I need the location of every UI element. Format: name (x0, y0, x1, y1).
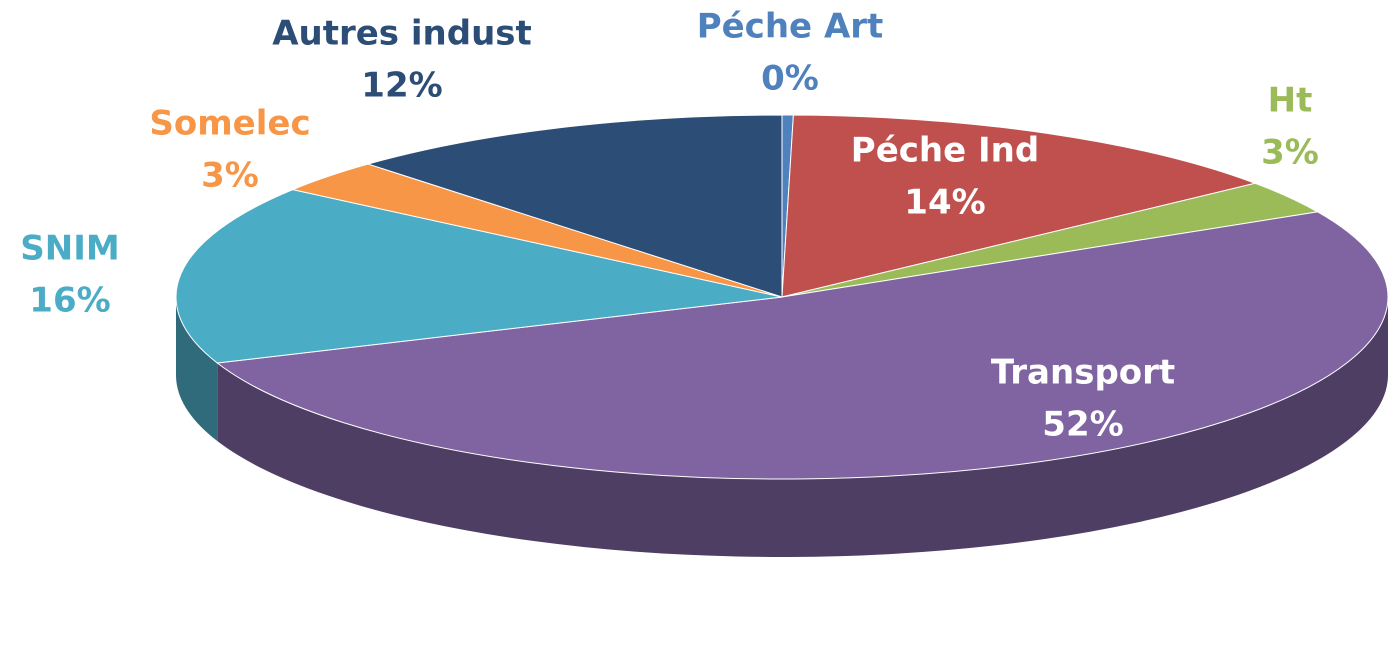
slice-label: Péche Ind (851, 131, 1039, 171)
slice-label: Ht (1268, 81, 1313, 121)
slice (175, 189, 783, 364)
slice-value-label: 14% (904, 183, 985, 223)
slice (366, 114, 783, 298)
slice-label: Autres indust (272, 14, 532, 54)
slice (781, 114, 1257, 298)
slice-value-label: 0% (761, 59, 819, 99)
slice-value-label: 16% (29, 281, 110, 321)
slice-side (217, 297, 1388, 557)
slice-value-label: 3% (1261, 133, 1319, 173)
slice-label: Péche Art (697, 7, 884, 47)
slice-label: SNIM (20, 229, 119, 269)
slice-value-label: 52% (1042, 405, 1123, 445)
slice-label: Transport (991, 353, 1175, 393)
slice-value-label: 12% (361, 66, 442, 106)
slice-value-label: 3% (201, 156, 259, 196)
slice (215, 211, 1389, 480)
slice-label: Somelec (149, 104, 310, 144)
slice-side (176, 297, 218, 442)
